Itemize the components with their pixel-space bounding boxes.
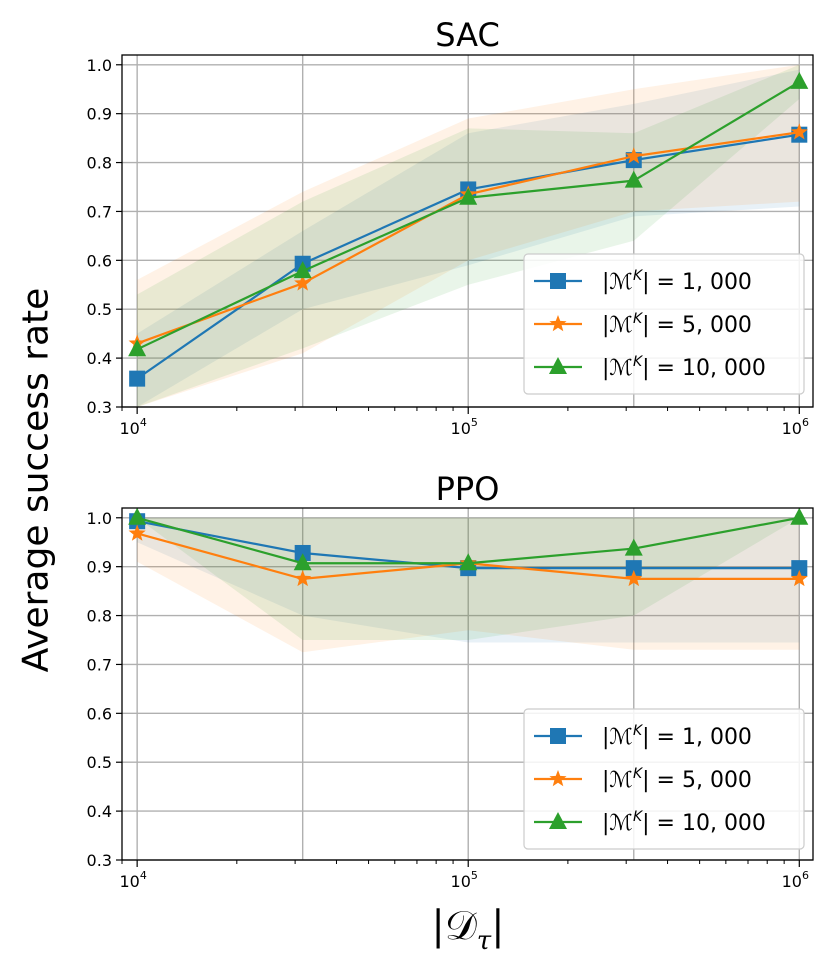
sac-data-point-triangle [790,71,809,89]
y-axis-label: Average success rate [15,287,57,673]
sac-data-point-triangle [459,187,478,205]
ppo-data-point-star [294,569,312,587]
ppo-legend-suffix: | = 10, 000 [642,811,766,836]
sac-x-tick-exponent: 5 [471,416,478,429]
ppo-legend-label: |ℳK| = 5, 000 [602,766,752,793]
ppo-legend-superscript: K [633,723,644,739]
ppo-legend-superscript: K [633,809,644,825]
sac-legend-superscript: K [633,311,644,327]
ppo-title: PPO [436,470,500,508]
ppo-legend-suffix: | = 5, 000 [642,768,752,793]
ppo-legend-marker [549,770,567,787]
sac-y-tick-label: 0.3 [87,398,112,417]
ppo-data-point-square [294,544,311,561]
ppo-x-tick-exponent: 5 [471,869,478,882]
sac-legend-superscript: K [633,354,644,370]
ppo-y-tick-label: 0.7 [87,655,112,674]
ppo-x-tick-label: 105 [451,869,478,891]
ppo-y-tick-label: 0.9 [87,558,112,577]
ppo-x-tick-label: 106 [782,869,809,891]
sac-data-point-triangle [624,170,643,188]
ppo-panel: PPO 0.3 0.4 0.5 0.6 0.7 0.8 0.9 1.0 104 105 106 |ℳK|… [87,470,814,891]
ppo-y-tick-label: 0.6 [87,704,112,723]
ppo-y-tick-label: 0.5 [87,753,112,772]
x-axis-label-main: |𝒟 [431,903,477,949]
sac-legend-label: |ℳK| = 5, 000 [602,311,752,338]
ppo-y-tick-label: 0.8 [87,607,112,626]
sac-axes-frame [121,54,814,408]
ppo-data-point-triangle [128,507,147,525]
ppo-legend-label: |ℳK| = 1, 000 [602,723,752,750]
ppo-data-point-star [790,569,808,587]
sac-data-point-star [625,147,643,164]
x-axis-label-close: | [491,903,505,949]
ppo-legend-marker [549,812,567,829]
sac-legend-marker [549,357,567,374]
ppo-x-tick-exponent: 6 [802,869,809,882]
ppo-data-point-triangle [293,553,312,571]
ppo-axes-frame [121,507,814,861]
ppo-x-tick-exponent: 4 [140,869,147,882]
ppo-data-point-square [625,560,642,577]
ppo-data-point-triangle [790,507,809,525]
ppo-legend-suffix: | = 1, 000 [642,725,752,750]
ppo-x-tick-label: 104 [119,869,146,891]
sac-x-tick-label: 106 [782,416,809,438]
sac-legend-suffix: | = 1, 000 [642,270,752,295]
sac-x-tick-label: 104 [119,416,146,438]
sac-x-tick-label: 105 [451,416,478,438]
sac-x-tick-exponent: 4 [140,416,147,429]
sac-legend-superscript: K [633,268,644,284]
sac-y-tick-label: 0.8 [87,154,112,173]
sac-y-tick-label: 0.5 [87,300,112,319]
sac-data-point-star [294,274,312,291]
sac-legend-marker [550,273,566,289]
sac-y-tick-label: 0.4 [87,349,112,368]
sac-y-tick-label: 1.0 [87,56,112,75]
ppo-data-point-triangle [624,538,643,556]
ppo-data-point-square [791,560,808,577]
x-axis-label-subscript: τ [476,926,492,956]
sac-data-point-square [129,370,146,387]
sac-x-tick-exponent: 6 [802,416,809,429]
ppo-y-tick-label: 1.0 [87,509,112,528]
ppo-legend-marker [550,728,566,744]
ppo-y-tick-label: 0.3 [87,851,112,870]
sac-data-point-star [790,123,808,140]
ppo-data-point-star [625,569,643,587]
sac-legend-label: |ℳK| = 1, 000 [602,268,752,295]
x-axis-label: |𝒟τ| [431,903,504,956]
sac-title: SAC [435,16,500,54]
ppo-data-point-star [128,524,146,541]
sac-data-point-triangle [293,261,312,279]
sac-legend-box [523,253,805,395]
ppo-y-tick-label: 0.4 [87,802,112,821]
sac-legend-label: |ℳK| = 10, 000 [602,354,766,381]
sac-y-tick-label: 0.6 [87,251,112,270]
ppo-data-point-triangle [459,553,478,571]
sac-legend-suffix: | = 10, 000 [642,356,766,381]
ppo-legend-box [523,708,805,850]
sac-y-tick-label: 0.7 [87,202,112,221]
ppo-legend-label: |ℳK| = 10, 000 [602,809,766,836]
sac-legend-suffix: | = 5, 000 [642,313,752,338]
ppo-legend-superscript: K [633,766,644,782]
sac-panel: SAC 0.3 0.4 0.5 0.6 0.7 0.8 0.9 1.0 104 105 106 |ℳK|… [87,16,814,438]
sac-legend-marker [549,315,567,332]
sac-data-point-triangle [128,339,147,357]
sac-y-tick-label: 0.9 [87,105,112,124]
